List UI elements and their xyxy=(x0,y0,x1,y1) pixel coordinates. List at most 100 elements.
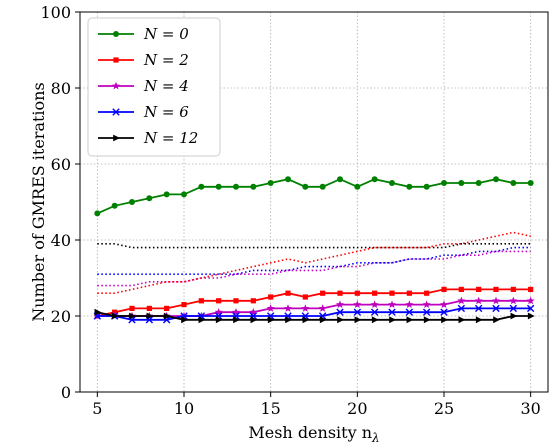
y-tick-label: 0 xyxy=(61,383,71,402)
y-tick-label: 60 xyxy=(51,155,71,174)
data-point-circle xyxy=(493,176,499,183)
data-point-circle xyxy=(423,183,430,190)
data-point-triangle xyxy=(250,316,258,324)
data-point-circle xyxy=(354,183,361,190)
data-point-square xyxy=(354,290,360,296)
data-point-triangle xyxy=(389,316,396,324)
data-point-circle xyxy=(406,183,413,190)
data-point-square xyxy=(146,305,152,311)
data-point-triangle xyxy=(493,316,500,324)
x-tick-label: 5 xyxy=(92,399,102,418)
legend-entry: N = 12 xyxy=(98,129,198,147)
data-point-square xyxy=(233,298,239,304)
data-point-triangle xyxy=(215,316,223,324)
data-point-star xyxy=(266,304,275,312)
data-point-x-stroke xyxy=(509,304,518,313)
data-point-star xyxy=(353,300,362,308)
y-tick-label: 20 xyxy=(51,307,71,326)
legend-entry: N = 4 xyxy=(98,77,189,95)
data-point-triangle xyxy=(441,316,448,324)
data-point-circle xyxy=(527,180,534,186)
data-point-square xyxy=(216,298,222,304)
series-line xyxy=(97,311,531,321)
data-point-triangle xyxy=(111,312,119,320)
data-point-square xyxy=(164,305,170,311)
data-point-x-stroke xyxy=(162,316,171,324)
x-tick-label: 10 xyxy=(174,399,194,418)
data-point-circle xyxy=(458,180,465,186)
data-point-x-stroke xyxy=(388,308,396,316)
data-point-circle xyxy=(285,176,291,183)
data-point-square xyxy=(320,290,326,296)
data-point-square xyxy=(424,290,430,296)
data-point-x-stroke xyxy=(128,316,136,324)
data-point-star xyxy=(474,296,483,305)
series-group xyxy=(94,176,534,217)
data-point-square xyxy=(510,286,516,292)
data-point-triangle xyxy=(337,316,344,324)
data-point-x xyxy=(509,304,518,313)
data-point-x-stroke xyxy=(457,304,466,313)
data-point-circle xyxy=(337,176,343,183)
data-point-star xyxy=(214,308,223,316)
dotted-series-line xyxy=(97,246,531,276)
data-point-circle xyxy=(215,183,222,190)
data-point-square xyxy=(268,294,274,300)
data-point-triangle xyxy=(423,316,431,324)
data-point-circle xyxy=(267,180,274,186)
data-point-x xyxy=(353,308,362,316)
data-point-x xyxy=(526,304,535,313)
data-point-x xyxy=(422,308,431,316)
data-point-x-stroke xyxy=(526,304,535,313)
data-point-circle xyxy=(233,183,239,190)
data-point-triangle xyxy=(129,312,136,320)
data-point-triangle xyxy=(146,312,154,320)
data-point-square xyxy=(198,298,204,304)
data-point-x-stroke xyxy=(422,308,431,316)
data-point-x xyxy=(457,304,466,313)
data-point-x xyxy=(112,108,120,116)
x-axis-label-main: Mesh density n xyxy=(248,423,372,442)
data-point-square xyxy=(113,57,119,63)
data-point-x-stroke xyxy=(145,316,154,324)
data-point-square xyxy=(302,294,308,300)
data-point-triangle xyxy=(371,316,379,324)
data-point-star xyxy=(336,300,344,308)
axis-ticks: 5 10 15 20 25 30 0 20 40 60 80 100 xyxy=(40,3,540,418)
data-point-square xyxy=(528,286,534,292)
x-axis-label-subscript: λ xyxy=(371,431,380,445)
data-point-circle xyxy=(181,191,187,198)
data-point-star xyxy=(526,296,535,305)
data-point-triangle xyxy=(406,316,414,324)
data-point-x xyxy=(405,308,414,316)
data-point-circle xyxy=(111,202,118,209)
data-point-x xyxy=(336,308,344,316)
data-point-circle xyxy=(198,183,205,190)
legend-label: N = 4 xyxy=(143,77,189,95)
data-point-x xyxy=(370,308,379,316)
data-point-triangle xyxy=(302,316,310,324)
data-point-circle xyxy=(510,180,517,186)
series-group xyxy=(94,308,535,324)
data-point-circle xyxy=(302,183,309,190)
data-point-x-stroke xyxy=(336,308,344,316)
data-point-star xyxy=(370,300,379,308)
data-point-star xyxy=(318,304,327,312)
data-point-star xyxy=(232,308,240,316)
data-point-triangle xyxy=(527,312,535,320)
data-point-star xyxy=(301,304,310,312)
plot-frame xyxy=(79,11,549,393)
y-tick-label: 100 xyxy=(40,3,71,22)
x-tick-label: 15 xyxy=(260,399,280,418)
data-point-circle xyxy=(371,176,378,183)
y-tick-label: 40 xyxy=(51,231,71,250)
data-point-x-stroke xyxy=(492,304,500,313)
legend-entry: N = 0 xyxy=(98,25,189,43)
data-point-x-stroke xyxy=(440,308,448,316)
data-point-x-stroke xyxy=(405,308,414,316)
dotted-series-layer xyxy=(97,231,531,295)
legend-label: N = 0 xyxy=(143,25,189,43)
data-point-star xyxy=(457,296,466,305)
data-point-star xyxy=(284,304,292,312)
legend-label: N = 12 xyxy=(143,129,198,147)
